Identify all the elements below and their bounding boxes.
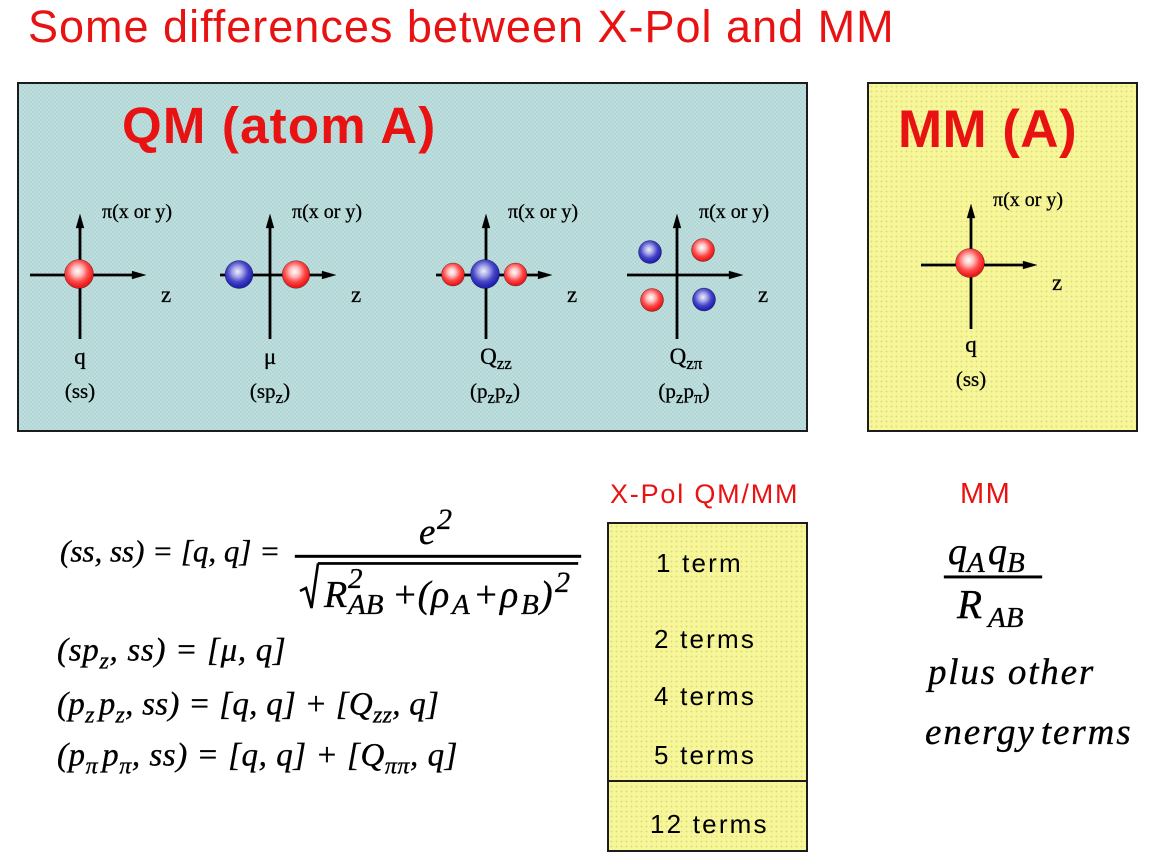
svg-text:z: z [161, 282, 171, 307]
svg-text:+: + [473, 574, 499, 616]
svg-text:(spz, ss) = [μ, q]: (spz, ss) = [μ, q] [57, 633, 286, 675]
svg-text:z: z [567, 282, 577, 307]
svg-text:(spz): (spz) [250, 379, 290, 407]
svg-text:μ: μ [264, 344, 276, 369]
svg-text:(ss, ss) = [q, q] =: (ss, ss) = [q, q] = [60, 534, 280, 569]
svg-text:π(x or y): π(x or y) [508, 201, 578, 223]
svg-text:plus other: plus other [925, 652, 1095, 693]
svg-text:(ss): (ss) [956, 367, 986, 391]
svg-text:q: q [988, 531, 1007, 573]
svg-text:Qzz: Qzz [480, 344, 512, 373]
svg-text:B: B [521, 589, 539, 621]
svg-text:(pzpz): (pzpz) [470, 379, 520, 407]
svg-text:(pzpz, ss) = [q, q] + [Qzz, q]: (pz pz, ss) = [q, q] + [Qzz, q] [57, 687, 439, 729]
svg-text:+(: +( [392, 574, 433, 616]
svg-text:2: 2 [348, 563, 363, 595]
svg-text:(ss): (ss) [65, 379, 95, 403]
svg-text:z: z [351, 282, 361, 307]
svg-text:π(x or y): π(x or y) [102, 201, 172, 223]
svg-text:AB: AB [986, 602, 1024, 634]
svg-text:(pzpπ): (pzpπ) [658, 379, 709, 407]
svg-text:ρ: ρ [430, 574, 449, 616]
svg-text:AB: AB [346, 589, 384, 621]
svg-text:A: A [965, 547, 985, 579]
svg-text:R: R [323, 574, 347, 616]
svg-text:B: B [1007, 547, 1025, 579]
svg-text:z: z [758, 282, 768, 307]
svg-text:2: 2 [555, 566, 570, 599]
svg-text:A: A [450, 589, 470, 621]
svg-text:q: q [74, 344, 86, 369]
svg-text:π(x or y): π(x or y) [993, 189, 1063, 211]
svg-text:): ) [538, 574, 553, 616]
svg-text:z: z [1052, 270, 1062, 295]
svg-text:2: 2 [437, 503, 452, 536]
svg-text:energy terms: energy terms [925, 712, 1133, 753]
svg-text:R: R [956, 581, 982, 627]
svg-text:q: q [948, 531, 967, 573]
svg-text:Qzπ: Qzπ [670, 344, 703, 373]
svg-text:ρ: ρ [499, 574, 518, 616]
svg-text:π(x or y): π(x or y) [699, 201, 769, 223]
svg-text:e: e [419, 512, 435, 553]
svg-text:q: q [965, 332, 977, 357]
svg-text:π(x or y): π(x or y) [292, 201, 362, 223]
